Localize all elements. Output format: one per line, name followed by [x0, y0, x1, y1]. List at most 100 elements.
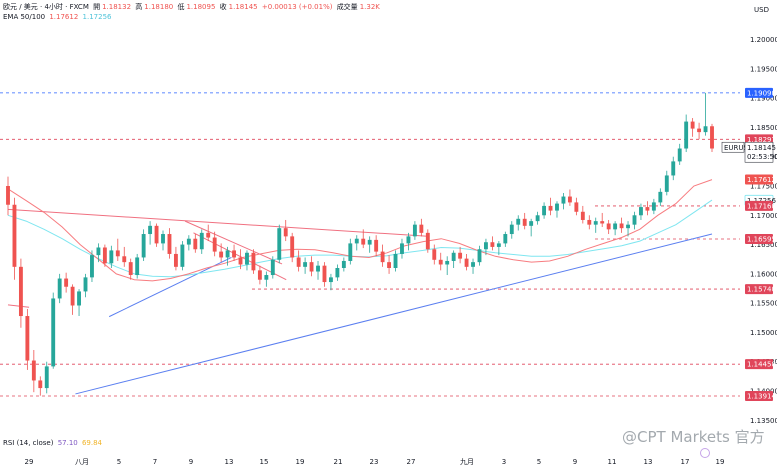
candle-body[interactable]	[484, 242, 488, 250]
candle-body[interactable]	[639, 207, 643, 216]
candle-body[interactable]	[77, 291, 81, 306]
candle-body[interactable]	[25, 316, 30, 361]
candle-body[interactable]	[264, 275, 269, 280]
candle-body[interactable]	[710, 126, 714, 149]
candle-body[interactable]	[341, 260, 346, 268]
trendline[interactable]	[7, 208, 430, 237]
candle-body[interactable]	[102, 247, 107, 264]
candle-body[interactable]	[400, 243, 404, 254]
candle-body[interactable]	[64, 278, 69, 287]
candle-body[interactable]	[380, 251, 385, 263]
candle-body[interactable]	[180, 244, 185, 267]
candle-body[interactable]	[6, 186, 10, 205]
candle-body[interactable]	[31, 360, 36, 381]
candle-body[interactable]	[522, 218, 527, 226]
candle-body[interactable]	[632, 215, 637, 225]
candle-body[interactable]	[199, 232, 204, 250]
trendline[interactable]	[75, 233, 713, 395]
candle-body[interactable]	[645, 207, 650, 211]
candle-body[interactable]	[206, 232, 211, 238]
candle-body[interactable]	[587, 219, 592, 225]
candle-body[interactable]	[38, 380, 43, 389]
candle-body[interactable]	[12, 204, 17, 267]
candle-body[interactable]	[348, 243, 353, 261]
candle-body[interactable]	[96, 247, 101, 256]
candle-body[interactable]	[580, 211, 585, 220]
candle-body[interactable]	[548, 205, 553, 211]
candle-body[interactable]	[516, 218, 521, 225]
candle-body[interactable]	[509, 224, 514, 235]
candle-body[interactable]	[245, 252, 249, 265]
candle-body[interactable]	[374, 239, 379, 252]
candle-body[interactable]	[251, 252, 256, 271]
candle-body[interactable]	[70, 286, 75, 306]
candle-body[interactable]	[173, 253, 178, 267]
candle-body[interactable]	[677, 148, 682, 162]
candle-body[interactable]	[161, 234, 165, 244]
candle-body[interactable]	[257, 270, 262, 280]
candle-body[interactable]	[225, 250, 230, 258]
candle-body[interactable]	[574, 202, 579, 212]
candle-body[interactable]	[438, 259, 443, 265]
candle-body[interactable]	[697, 128, 702, 133]
candle-body[interactable]	[328, 277, 333, 283]
candle-body[interactable]	[464, 258, 469, 267]
candle-body[interactable]	[684, 121, 689, 149]
candle-body[interactable]	[619, 223, 624, 229]
candle-body[interactable]	[593, 221, 598, 225]
candle-body[interactable]	[458, 252, 463, 259]
candle-body[interactable]	[83, 277, 88, 292]
candle-body[interactable]	[606, 223, 611, 230]
candle-body[interactable]	[354, 238, 359, 244]
candle-body[interactable]	[322, 265, 327, 283]
candle-body[interactable]	[167, 234, 172, 254]
candle-body[interactable]	[141, 234, 146, 258]
candle-body[interactable]	[600, 221, 605, 224]
candle-body[interactable]	[496, 243, 501, 247]
candle-body[interactable]	[542, 205, 547, 216]
candle-body[interactable]	[186, 238, 191, 245]
candle-body[interactable]	[664, 175, 669, 192]
candle-body[interactable]	[555, 203, 559, 211]
candle-body[interactable]	[419, 224, 424, 233]
candle-body[interactable]	[451, 252, 456, 261]
candle-body[interactable]	[335, 268, 340, 278]
candle-body[interactable]	[57, 278, 62, 299]
candle-body[interactable]	[238, 257, 243, 265]
candle-body[interactable]	[122, 256, 127, 263]
trendline[interactable]	[7, 304, 30, 308]
candle-body[interactable]	[471, 262, 475, 267]
candle-body[interactable]	[567, 196, 572, 203]
candle-body[interactable]	[535, 215, 540, 222]
trendline[interactable]	[193, 232, 287, 281]
candle-body[interactable]	[90, 255, 94, 278]
candle-body[interactable]	[406, 236, 411, 244]
candle-body[interactable]	[690, 121, 695, 129]
candle-body[interactable]	[658, 191, 663, 203]
candle-body[interactable]	[109, 250, 114, 264]
candle-body[interactable]	[44, 366, 49, 389]
candle-body[interactable]	[703, 126, 708, 133]
candle-body[interactable]	[115, 250, 120, 257]
candle-body[interactable]	[367, 239, 372, 245]
candle-body[interactable]	[18, 266, 23, 317]
candle-body[interactable]	[361, 238, 366, 245]
candle-body[interactable]	[445, 260, 450, 265]
candle-body[interactable]	[432, 249, 437, 260]
candle-body[interactable]	[529, 221, 534, 226]
candle-body[interactable]	[425, 232, 430, 250]
trendline[interactable]	[184, 220, 283, 265]
candle-body[interactable]	[503, 234, 508, 244]
candle-body[interactable]	[613, 223, 618, 230]
candle-body[interactable]	[219, 251, 224, 258]
candle-body[interactable]	[193, 238, 198, 250]
candle-body[interactable]	[135, 257, 140, 276]
candle-body[interactable]	[232, 250, 236, 258]
candle-body[interactable]	[51, 298, 56, 367]
candle-body[interactable]	[128, 262, 133, 276]
candle-body[interactable]	[412, 224, 417, 237]
candle-body[interactable]	[154, 225, 159, 244]
candle-body[interactable]	[477, 249, 482, 263]
candle-body[interactable]	[561, 196, 566, 204]
